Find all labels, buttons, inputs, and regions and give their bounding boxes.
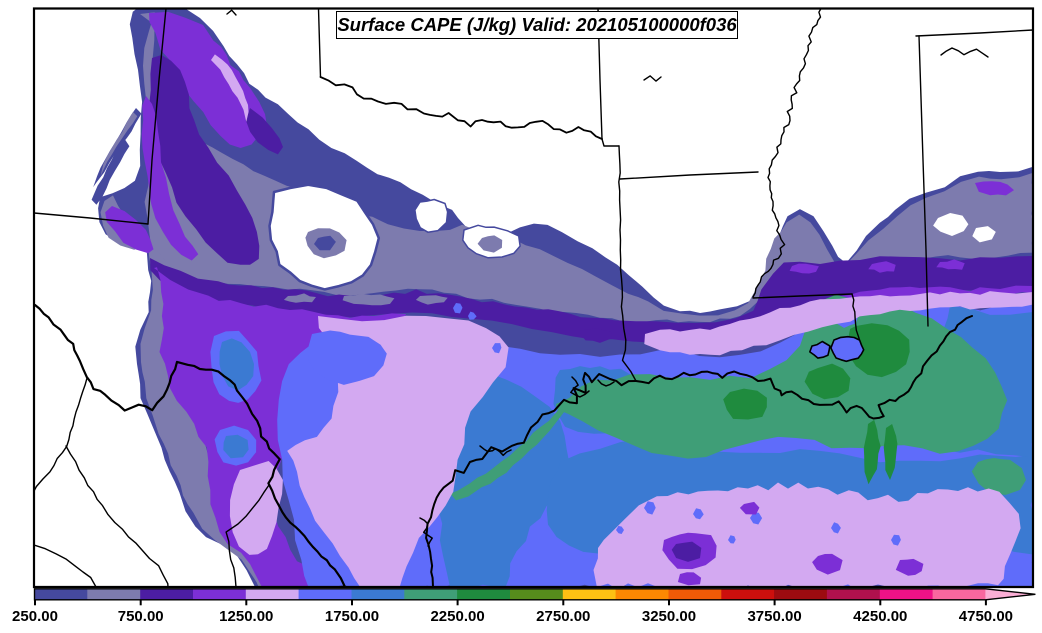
svg-text:4250.00: 4250.00 [853,608,907,625]
svg-text:750.00: 750.00 [118,608,164,625]
svg-text:250.00: 250.00 [12,608,58,625]
svg-text:2250.00: 2250.00 [430,608,484,625]
svg-text:3250.00: 3250.00 [642,608,696,625]
svg-text:4750.00: 4750.00 [959,608,1013,625]
svg-text:2750.00: 2750.00 [536,608,590,625]
svg-text:1750.00: 1750.00 [325,608,379,625]
svg-text:3750.00: 3750.00 [747,608,801,625]
svg-text:1250.00: 1250.00 [219,608,273,625]
